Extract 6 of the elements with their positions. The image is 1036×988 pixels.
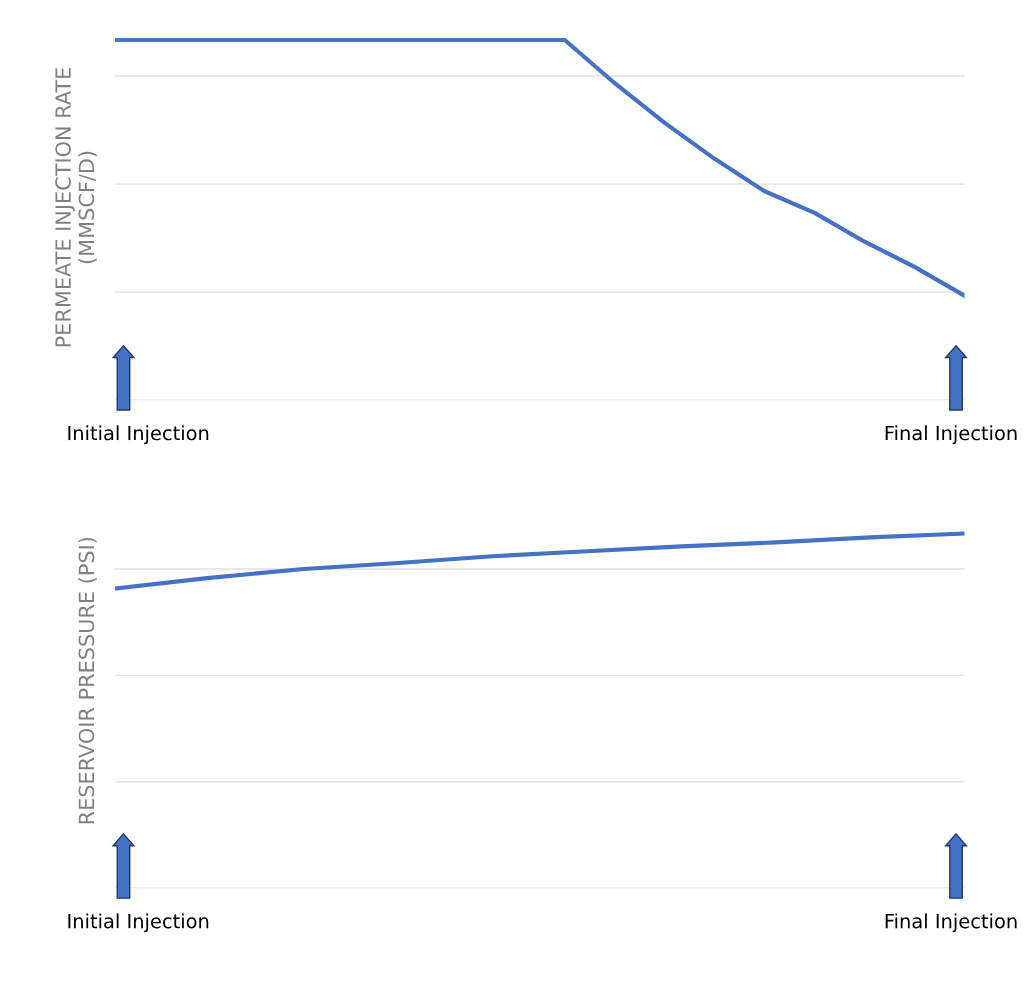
text: Initial Injection: [68, 425, 209, 445]
y-axis-title: RESERVOIR PRESSURE (PSI): [78, 537, 97, 824]
y-axis-title: PERMEATE INJECTION RATE (MMSCF/D): [55, 67, 97, 347]
text: Initial Injection: [68, 913, 209, 933]
text: Final Injection: [885, 425, 1017, 445]
text: Final Injection: [885, 913, 1017, 933]
